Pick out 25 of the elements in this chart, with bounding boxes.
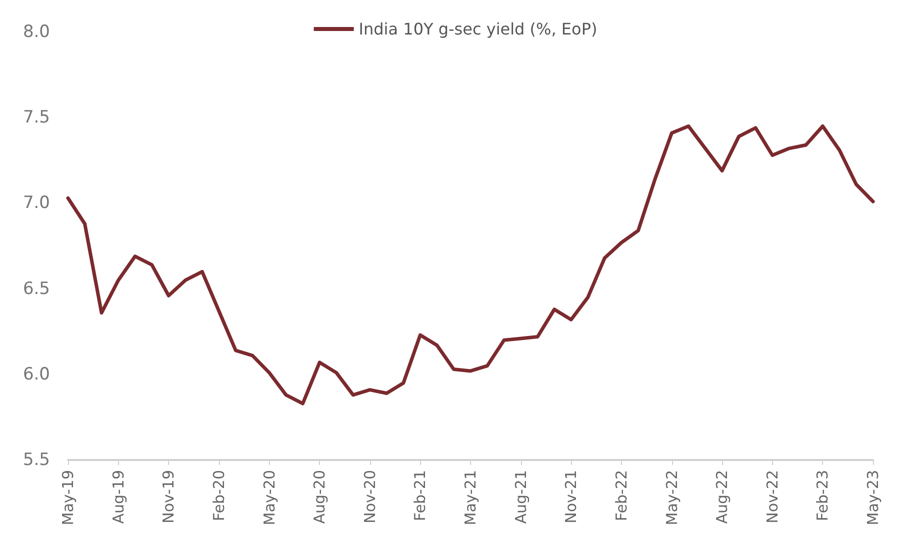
x-tick-label: Aug-21 xyxy=(512,470,530,524)
y-tick-label: 7.5 xyxy=(22,108,50,128)
x-tick-label: Nov-21 xyxy=(562,470,580,524)
y-tick-label: 6.5 xyxy=(22,278,50,299)
line-series xyxy=(66,124,875,406)
x-tick-label: Aug-20 xyxy=(310,470,329,524)
x-tick-label: Nov-20 xyxy=(360,470,379,524)
legend-label: India 10Y g-sec yield (%, EoP) xyxy=(358,20,598,38)
y-tick-label: 5.5 xyxy=(22,450,50,470)
x-tick-label: May-19 xyxy=(59,470,77,526)
x-tick-label: May-23 xyxy=(864,470,882,526)
x-tick-label: Nov-22 xyxy=(763,470,782,524)
y-tick-label: 6.0 xyxy=(22,364,50,384)
x-tick-label: May-22 xyxy=(662,470,681,526)
x-tick-label: Aug-22 xyxy=(713,470,732,524)
x-tick-label: Feb-22 xyxy=(612,470,630,522)
y-tick-label: 7.0 xyxy=(22,193,50,214)
x-tick-label: Aug-19 xyxy=(109,470,128,524)
x-tick-label: Nov-19 xyxy=(160,470,178,524)
x-tick-label: May-21 xyxy=(462,470,480,526)
y-tick-label: 8.0 xyxy=(22,22,50,42)
x-tick-label: Feb-23 xyxy=(814,470,832,522)
x-tick-label: Feb-20 xyxy=(210,470,228,522)
x-tick-label: May-20 xyxy=(260,470,278,526)
x-tick-label: Feb-21 xyxy=(411,470,430,522)
